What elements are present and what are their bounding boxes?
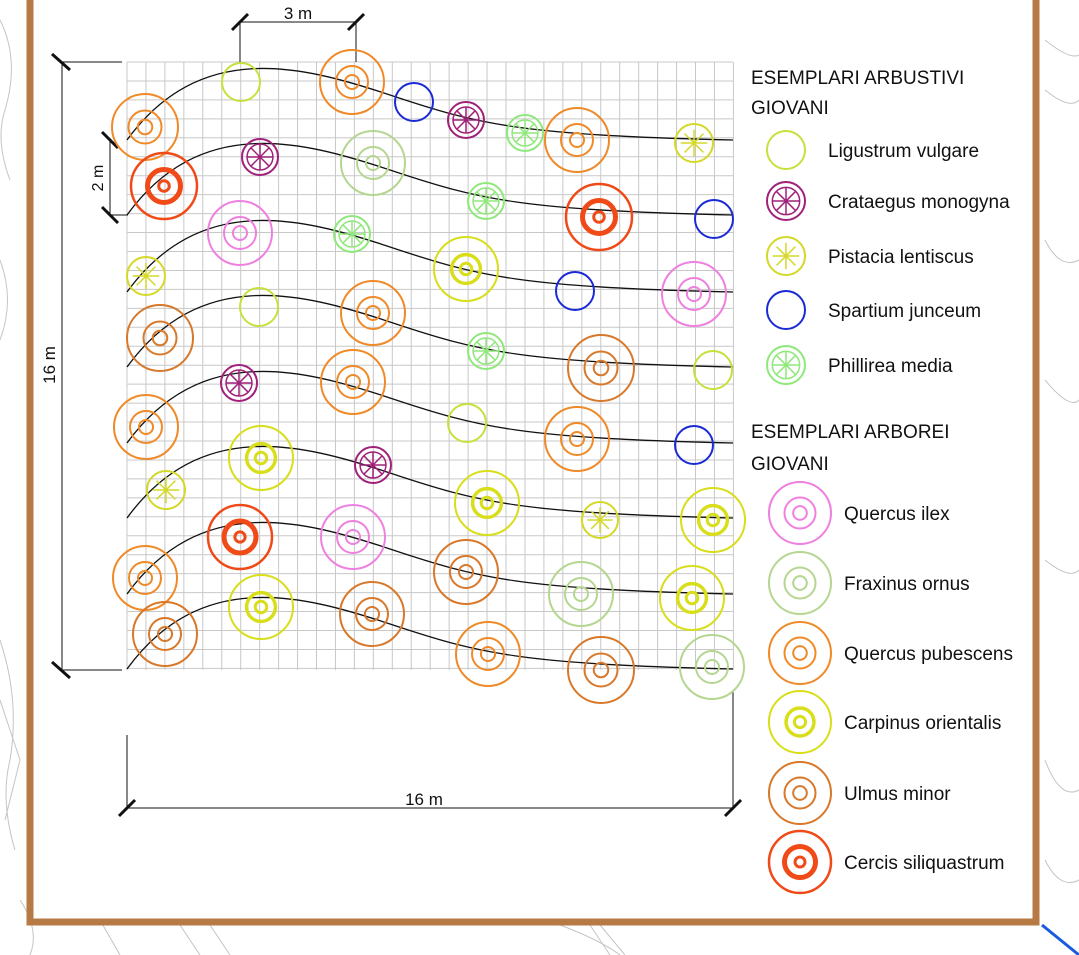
legend-symbol-fraxinus	[768, 551, 832, 615]
width-label: 16 m	[405, 790, 443, 809]
row-curve	[126, 370, 734, 444]
plant-cercis	[206, 503, 274, 571]
plant-carpinus	[228, 574, 294, 640]
top-spacing-label: 3 m	[284, 4, 312, 23]
legend-symbol-crataegus	[766, 181, 806, 221]
legend-shrubs-title-line1: ESEMPLARI ARBUSTIVI	[751, 68, 964, 89]
plant-pistacia	[581, 501, 619, 539]
legend-symbol-phillirea	[766, 345, 806, 385]
plant-quercus-ilex	[207, 200, 273, 266]
plant-carpinus	[680, 487, 746, 553]
plant-spartium	[394, 82, 434, 122]
row-spacing-label: 2 m	[90, 165, 107, 192]
plant-quercus-pub	[544, 406, 610, 472]
plant-pistacia	[126, 256, 166, 296]
plant-fraxinus	[340, 130, 406, 196]
legend-label-quercus-pub: Quercus pubescens	[844, 644, 1013, 665]
row-curve	[126, 596, 734, 670]
row-curve	[126, 219, 734, 293]
plant-crataegus	[354, 446, 392, 484]
plant-ulmus	[339, 581, 405, 647]
plant-phillirea	[506, 114, 544, 152]
plant-spartium	[674, 425, 714, 465]
legend-symbol-carpinus	[768, 690, 832, 754]
plant-ulmus	[126, 304, 194, 372]
legend-symbol-quercus-ilex	[768, 481, 832, 545]
legend-tree-entries: Quercus ilex Fraxinus ornus Quercus pubesc…	[767, 481, 1013, 895]
plant-phillirea	[333, 215, 371, 253]
legend-label-quercus-ilex: Quercus ilex	[844, 504, 950, 525]
plant-phillirea	[467, 332, 505, 370]
height-label: 16 m	[40, 346, 59, 384]
plant-carpinus	[659, 565, 725, 631]
plant-fraxinus	[548, 561, 614, 627]
legend-label-fraxinus: Fraxinus ornus	[844, 574, 970, 595]
plant-ligustrum	[221, 62, 261, 102]
plant-quercus-pub	[111, 93, 179, 161]
plant-fraxinus	[679, 634, 745, 700]
legend-symbol-ligustrum	[766, 130, 806, 170]
plant-pistacia	[674, 123, 714, 163]
legend-label-phillirea: Phillirea media	[828, 356, 953, 377]
legend-label-ulmus: Ulmus minor	[844, 784, 951, 805]
plant-crataegus	[447, 101, 485, 139]
plant-ligustrum	[693, 350, 733, 390]
background-contour-lines	[0, 19, 1079, 955]
plant-quercus-pub	[320, 349, 386, 415]
plant-ulmus	[567, 636, 635, 704]
legend-shrubs-title-line2: GIOVANI	[751, 98, 829, 119]
legend-label-spartium: Spartium junceum	[828, 301, 981, 322]
legend-label-ligustrum: Ligustrum vulgare	[828, 141, 979, 162]
legend-symbol-ulmus	[768, 761, 832, 825]
corner-accent-line	[1041, 923, 1079, 955]
plant-spartium	[694, 199, 734, 239]
legend-trees-title-line1: ESEMPLARI ARBOREI	[751, 422, 950, 443]
plant-phillirea	[467, 182, 505, 220]
legend-symbol-pistacia	[766, 236, 806, 276]
plant-spartium	[555, 271, 595, 311]
drawing-frame	[26, 0, 1040, 926]
row-curve	[126, 294, 734, 368]
legend-symbol-cercis	[767, 829, 833, 895]
plant-quercus-ilex	[661, 261, 727, 327]
plant-quercus-pub	[112, 545, 178, 611]
legend-symbol-spartium	[766, 290, 806, 330]
plant-cercis	[564, 182, 634, 252]
plant-pistacia	[146, 470, 186, 510]
plant-carpinus	[228, 425, 294, 491]
legend-label-crataegus: Crataegus monogyna	[828, 192, 1010, 213]
planting-grid	[126, 61, 734, 670]
plant-quercus-pub	[340, 280, 406, 346]
plant-crataegus	[241, 138, 279, 176]
plant-crataegus	[220, 364, 258, 402]
legend-symbol-quercus-pub	[768, 621, 832, 685]
plant-ligustrum	[447, 403, 487, 443]
plants-layer	[111, 49, 746, 704]
plant-carpinus	[433, 236, 499, 302]
dimension-lines	[51, 12, 743, 818]
plant-ligustrum	[239, 287, 279, 327]
plant-ulmus	[567, 334, 635, 402]
plant-carpinus	[454, 470, 520, 536]
plant-quercus-ilex	[320, 504, 386, 570]
plant-quercus-pub	[544, 107, 610, 173]
plant-quercus-pub	[455, 621, 521, 687]
plant-quercus-pub	[319, 49, 385, 115]
plant-ulmus	[132, 601, 198, 667]
legend-shrub-entries: Ligustrum vulgare Crataegus monogyna Pista…	[766, 130, 1010, 385]
row-curve	[126, 142, 734, 216]
plant-ulmus	[433, 539, 499, 605]
legend: ESEMPLARI ARBUSTIVI GIOVANI Ligustrum vu…	[751, 68, 1013, 895]
legend-label-pistacia: Pistacia lentiscus	[828, 247, 974, 268]
legend-trees-title-line2: GIOVANI	[751, 454, 829, 475]
legend-label-carpinus: Carpinus orientalis	[844, 713, 1001, 734]
plant-quercus-pub	[113, 394, 179, 460]
legend-label-cercis: Cercis siliquastrum	[844, 853, 1004, 874]
plant-cercis	[129, 151, 199, 221]
